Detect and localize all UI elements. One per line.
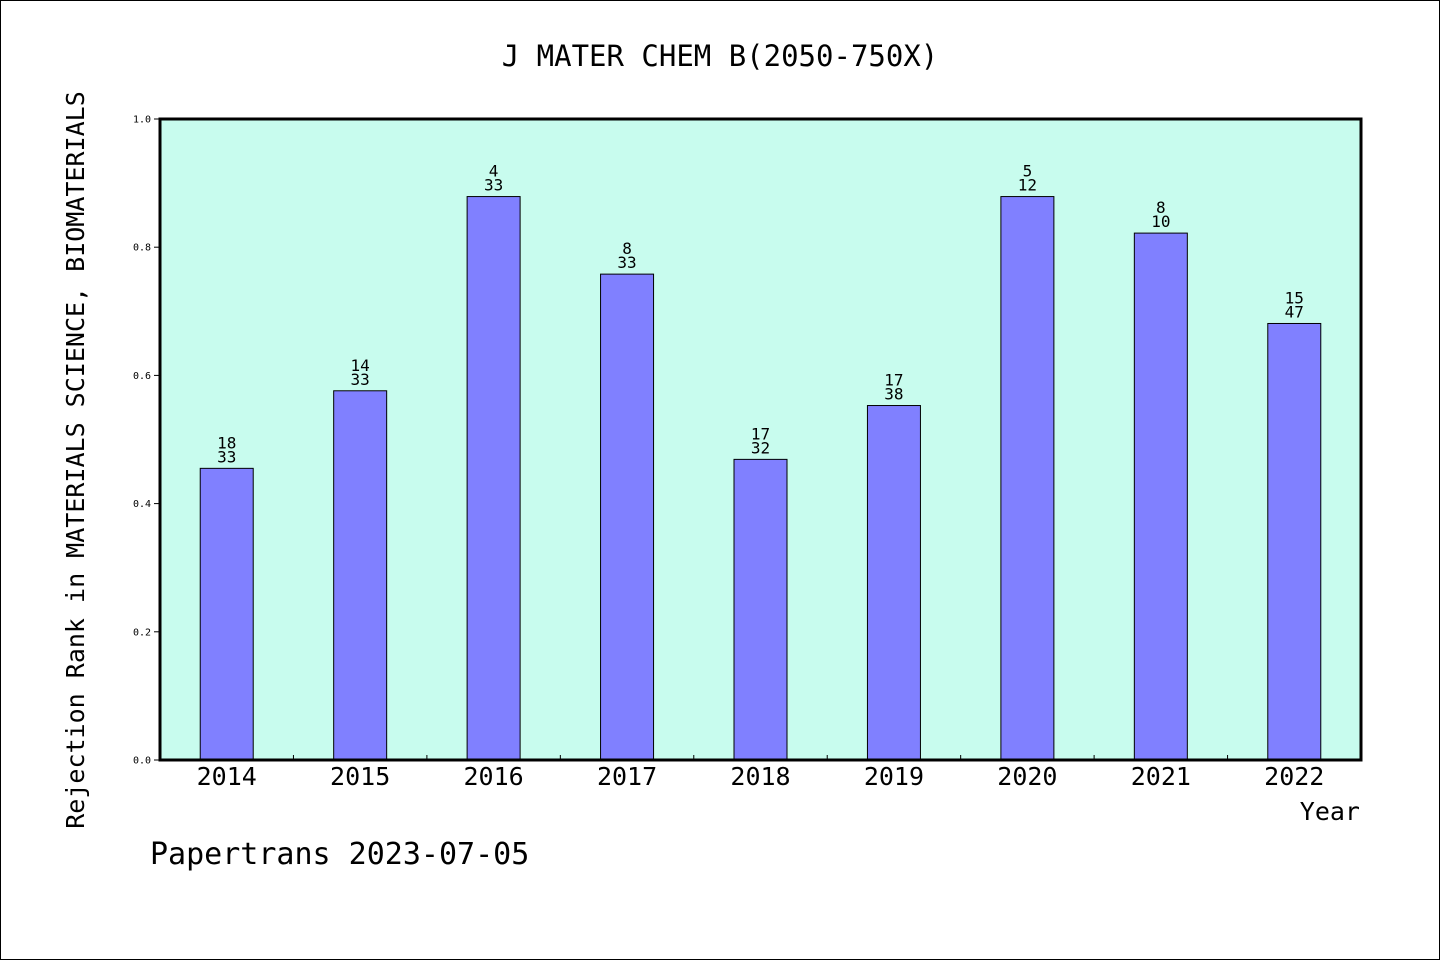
bar-2021 <box>1133 232 1188 761</box>
y-tick-label: 0.6 <box>133 371 151 382</box>
y-tick-label: 1.0 <box>133 115 151 126</box>
bar-rank-label: 15 <box>1285 288 1304 307</box>
bar-rank-label: 14 <box>351 356 370 375</box>
x-tick-label: 2016 <box>464 762 524 791</box>
x-tick-label: 2021 <box>1131 762 1191 791</box>
bar-2018 <box>733 458 788 761</box>
bar-2019 <box>866 405 921 761</box>
bar-rank-label: 8 <box>1156 198 1166 217</box>
bar-total-label: 10 <box>1151 212 1170 231</box>
x-tick-label: 2018 <box>730 762 790 791</box>
bar-rank-label: 18 <box>217 433 236 452</box>
bar-total-label: 33 <box>617 253 636 272</box>
x-axis-ticks: 2014 2015 2016 2017 2018 2019 2020 2021 2022 <box>197 755 1324 791</box>
bar-total-label: 32 <box>751 438 770 457</box>
x-tick-label: 2015 <box>330 762 390 791</box>
bar-2016 <box>466 196 521 761</box>
x-tick-label: 2019 <box>864 762 924 791</box>
bar-rank-label: 8 <box>622 239 632 258</box>
bar-total-label: 12 <box>1018 176 1037 195</box>
chart-title: J MATER CHEM B(2050-750X) <box>502 39 939 73</box>
plot-border <box>158 117 1363 762</box>
x-tick-label: 2017 <box>597 762 657 791</box>
bar-rank-label: 4 <box>489 162 499 181</box>
bar-rank-label: 17 <box>884 371 903 390</box>
bar-total-label: 33 <box>351 370 370 389</box>
y-tick-label: 0.0 <box>133 756 151 767</box>
bar-total-label: 33 <box>217 447 236 466</box>
x-tick-label: 2020 <box>997 762 1057 791</box>
x-tick-label: 2022 <box>1264 762 1324 791</box>
bar-rank-label: 5 <box>1023 162 1033 181</box>
y-axis-label: Rejection Rank in MATERIALS SCIENCE, BIO… <box>61 91 90 829</box>
bar-2020 <box>1000 196 1055 761</box>
bar-total-label: 33 <box>484 176 503 195</box>
x-axis-label: Year <box>1300 797 1360 826</box>
bar-rank-label: 17 <box>751 424 770 443</box>
bar-2017 <box>600 273 655 761</box>
bar-total-label: 47 <box>1285 302 1304 321</box>
bar-2015 <box>333 390 388 761</box>
y-tick-label: 0.4 <box>133 499 151 510</box>
footer-text: Papertrans 2023-07-05 <box>150 837 529 872</box>
x-tick-label: 2014 <box>197 762 257 791</box>
bar-total-label: 38 <box>884 385 903 404</box>
bar-2022 <box>1267 322 1322 761</box>
y-tick-label: 0.8 <box>133 243 151 254</box>
y-axis-ticks: 0.0 0.2 0.4 0.6 0.8 1.0 <box>133 115 160 767</box>
y-tick-label: 0.2 <box>133 627 151 638</box>
bar-2014 <box>199 467 254 761</box>
